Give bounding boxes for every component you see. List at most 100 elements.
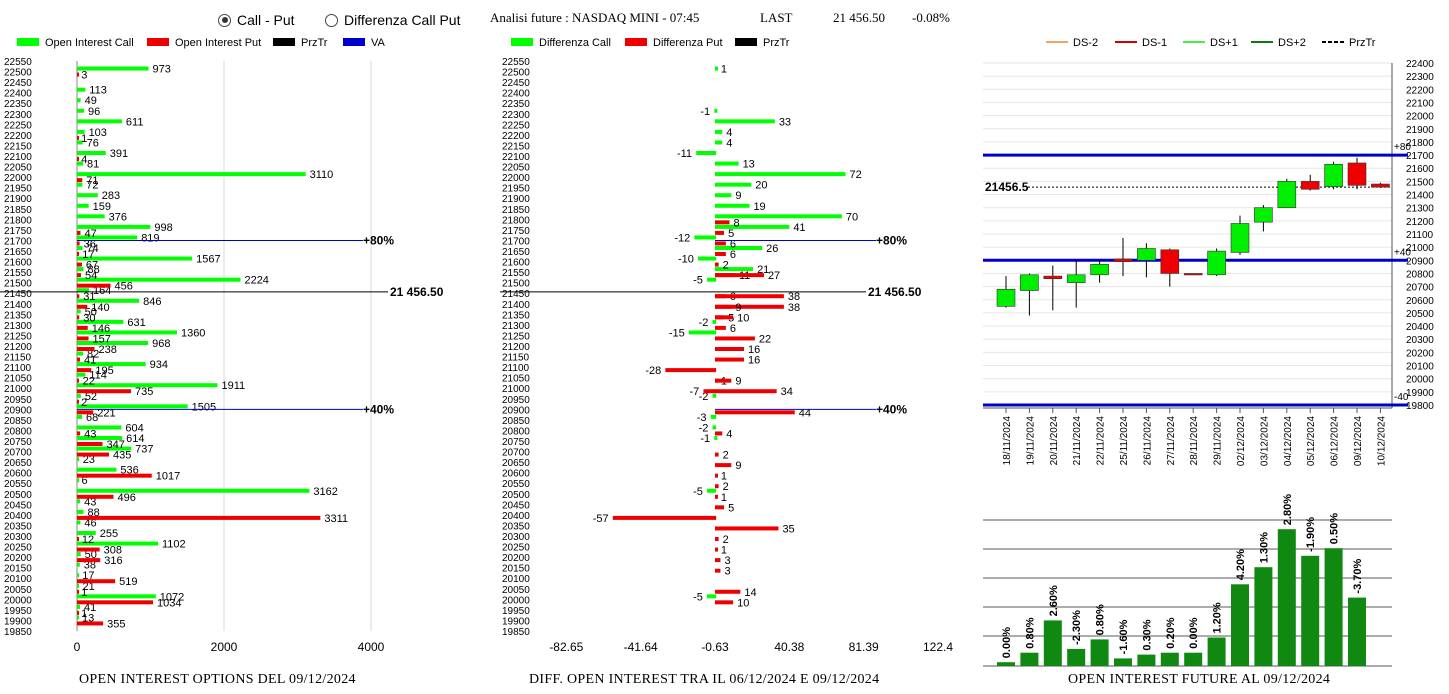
candle-body: [1020, 274, 1039, 291]
put-bar: [77, 230, 81, 235]
y-tick-label: 20950: [4, 395, 32, 406]
y-tick-label: 19950: [4, 606, 32, 617]
band-label: +80: [1394, 142, 1411, 153]
diff-call-value-label: 20: [755, 180, 767, 192]
y-tick-label: 21300: [1406, 204, 1434, 215]
y-tick-label: 21850: [4, 205, 32, 216]
put-bar: [77, 273, 81, 278]
future-value-label: 0.80%: [1095, 604, 1107, 635]
diff-put-value-label: 9: [735, 302, 741, 314]
call-bar: [77, 214, 105, 219]
future-value-label: -2.30%: [1071, 610, 1083, 645]
y-tick-label: 20850: [502, 416, 530, 427]
put-value-label: 54: [85, 270, 97, 282]
diff-put-bar: [715, 537, 719, 541]
put-bar: [77, 442, 103, 446]
future-value-label: 0.00%: [1001, 627, 1013, 658]
diff-call-value-label: 1: [721, 64, 727, 76]
diff-call-bar: [698, 256, 717, 261]
y-tick-label: 20150: [4, 564, 32, 575]
call-bar: [77, 235, 138, 240]
put-bar: [77, 399, 79, 404]
call-bar: [77, 129, 85, 134]
call-bar: [77, 573, 79, 578]
call-bar: [77, 414, 82, 419]
y-tick-label: 22200: [502, 131, 530, 142]
x-tick-label: 40.38: [774, 640, 804, 654]
last-value: 21 456.50: [833, 10, 885, 25]
y-tick-label: 21450: [4, 289, 32, 300]
y-tick-label: 21150: [4, 353, 32, 364]
y-tick-label: 20500: [502, 490, 530, 501]
put-bar: [77, 368, 92, 373]
put-value-label: 43: [84, 428, 96, 440]
y-tick-label: 20250: [4, 543, 32, 554]
diff-call-bar: [715, 182, 752, 187]
diff-call-value-label: 13: [743, 159, 755, 171]
diff-put-bar: [715, 547, 718, 552]
call-value-label: 2224: [244, 275, 268, 287]
prztr-label: 21 456.50: [868, 285, 922, 299]
call-value-label: 81: [87, 159, 99, 171]
call-bar: [77, 425, 122, 430]
future-value-label: 2.60%: [1048, 585, 1060, 616]
call-value-label: 604: [125, 422, 143, 434]
diff-call-bar: [712, 319, 717, 324]
diff-put-bar: [715, 463, 732, 468]
diff-call-bar: [707, 488, 717, 493]
diff-put-value-label: 9: [735, 460, 741, 472]
y-tick-label: 20550: [502, 479, 530, 490]
call-bar: [77, 256, 193, 261]
diff-put-bar: [715, 589, 741, 594]
x-tick-label: 09/12/2024: [1353, 416, 1364, 466]
legend-label: DS-1: [1142, 37, 1167, 49]
diff-call-value-label: 33: [779, 116, 791, 128]
oi-future-title: OPEN INTEREST FUTURE AL 09/12/2024: [1068, 672, 1331, 687]
diff-put-value-label: 4: [726, 428, 732, 440]
y-tick-label: 21100: [4, 363, 32, 374]
put-value-label: 347: [107, 439, 125, 451]
diff-put-value-label: 16: [748, 344, 760, 356]
legend-label: DS+2: [1278, 37, 1306, 49]
y-tick-label: 20400: [502, 511, 530, 522]
future-bar: [1231, 584, 1249, 666]
call-value-label: 1360: [181, 327, 205, 339]
x-tick-label: 27/11/2024: [1166, 416, 1177, 466]
x-tick-label: 81.39: [849, 640, 879, 654]
diff-put-bar: [715, 357, 745, 362]
x-tick-label: 04/12/2024: [1283, 416, 1294, 466]
y-tick-label: 21250: [502, 331, 530, 342]
diff-put-value-label: 44: [799, 407, 811, 419]
call-value-label: 159: [93, 201, 111, 213]
y-tick-label: 22200: [4, 131, 32, 142]
y-tick-label: 22300: [1406, 72, 1434, 83]
y-tick-label: 21750: [4, 226, 32, 237]
candle-body: [996, 288, 1016, 307]
future-value-label: -1.90%: [1305, 517, 1317, 552]
call-value-label: 82: [87, 349, 99, 361]
radio-call-put[interactable]: Call - Put: [218, 10, 295, 30]
future-bar: [1067, 648, 1086, 666]
put-value-label: 519: [119, 576, 137, 588]
call-value-label: 50: [85, 306, 97, 318]
call-value-label: 72: [86, 180, 98, 192]
put-value-label: 157: [93, 333, 111, 345]
diff-put-bar: [715, 241, 726, 246]
diff-put-value-label: 5: [728, 228, 734, 240]
put-bar: [77, 515, 321, 520]
x-tick-label: 19/11/2024: [1025, 416, 1036, 466]
diff-call-value-label: -1: [700, 106, 710, 118]
y-tick-label: 22450: [502, 78, 530, 89]
call-value-label: 88: [87, 264, 99, 276]
candle-body: [1183, 273, 1203, 276]
call-value-label: 846: [143, 296, 161, 308]
diff-put-value-label: -28: [645, 365, 661, 377]
radio-differenza[interactable]: Differenza Call Put: [325, 10, 460, 30]
va-label: +40%: [363, 402, 394, 416]
y-tick-label: 21000: [4, 384, 32, 395]
call-value-label: 21: [83, 581, 95, 593]
call-bar: [77, 330, 177, 335]
put-value-label: 4: [81, 154, 87, 166]
y-tick-label: 21350: [4, 310, 32, 321]
